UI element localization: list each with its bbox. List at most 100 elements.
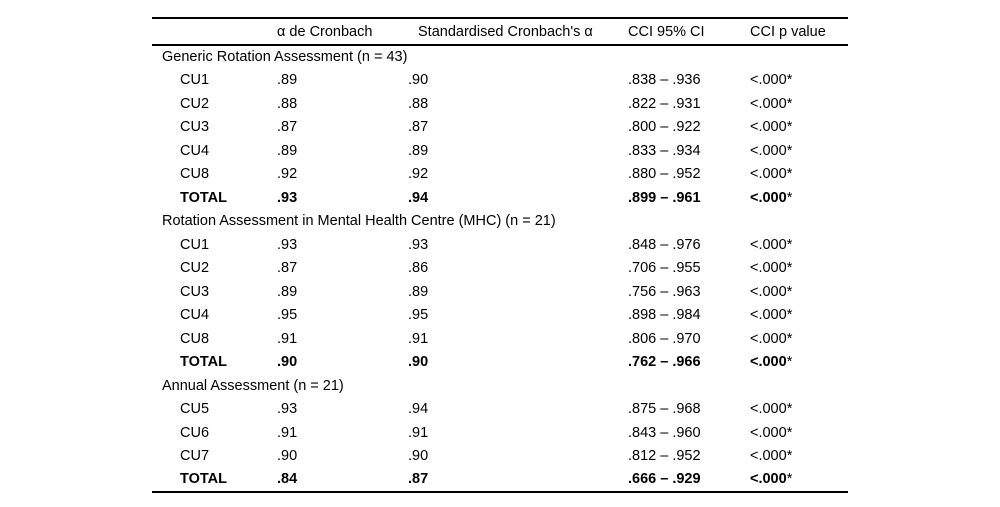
- significance-asterisk: *: [786, 471, 793, 488]
- alpha-value: .88: [277, 95, 298, 112]
- p-value: <.000*: [750, 445, 848, 469]
- alpha-value: .87: [277, 119, 298, 136]
- alpha-value: .93: [277, 236, 298, 253]
- row-label: CU2: [180, 260, 210, 277]
- item-row: CU8 .92 .92 .880 – .952 <.000*: [152, 163, 848, 187]
- section-header-row: Generic Rotation Assessment (n = 43): [152, 45, 848, 69]
- row-label: CU2: [180, 95, 210, 112]
- section-title: Rotation Assessment in Mental Health Cen…: [162, 213, 556, 230]
- p-value-number: <.000: [750, 142, 787, 159]
- ci-value: .899 – .961: [628, 189, 701, 206]
- p-value-number: <.000: [750, 330, 787, 347]
- alpha-value: .89: [277, 72, 298, 89]
- std-alpha-value: .88: [408, 95, 429, 112]
- significance-asterisk: *: [786, 330, 793, 347]
- item-row: CU1 .93 .93 .848 – .976 <.000*: [152, 233, 848, 257]
- ci-value: .706 – .955: [628, 260, 701, 277]
- p-value: <.000*: [750, 257, 848, 281]
- p-value: <.000*: [750, 280, 848, 304]
- p-value-number: <.000: [750, 354, 787, 371]
- p-value: <.000*: [750, 421, 848, 445]
- item-row: CU4 .89 .89 .833 – .934 <.000*: [152, 139, 848, 163]
- row-label: CU1: [180, 236, 210, 253]
- ci-value: .838 – .936: [628, 72, 701, 89]
- table-body: Generic Rotation Assessment (n = 43) CU1.…: [152, 45, 848, 492]
- p-value-number: <.000: [750, 260, 787, 277]
- alpha-value: .93: [277, 189, 298, 206]
- ci-value: .848 – .976: [628, 236, 701, 253]
- reliability-table: α de Cronbach Standardised Cronbach's α CC…: [152, 17, 848, 493]
- p-value-number: <.000: [750, 307, 787, 324]
- item-row: CU6 .91 .91 .843 – .960 <.000*: [152, 421, 848, 445]
- ci-value: .898 – .984: [628, 307, 701, 324]
- significance-asterisk: *: [786, 448, 793, 465]
- p-value: <.000*: [750, 233, 848, 257]
- item-row: CU2 .88 .88 .822 – .931 <.000*: [152, 92, 848, 116]
- ci-value: .762 – .966: [628, 354, 701, 371]
- row-label: CU5: [180, 401, 210, 418]
- ci-value: .833 – .934: [628, 142, 701, 159]
- ci-value: .843 – .960: [628, 424, 701, 441]
- item-row: CU4 .95 .95 .898 – .984 <.000*: [152, 304, 848, 328]
- std-alpha-value: .95: [408, 307, 429, 324]
- p-value: <.000*: [750, 327, 848, 351]
- p-value: <.000*: [750, 92, 848, 116]
- alpha-value: .87: [277, 260, 298, 277]
- item-row: CU5 .93 .94 .875 – .968 <.000*: [152, 398, 848, 422]
- alpha-value: .95: [277, 307, 298, 324]
- column-header-2: Standardised Cronbach's α: [418, 23, 593, 40]
- significance-asterisk: *: [786, 260, 793, 277]
- item-row: CU3 .87 .87 .800 – .922 <.000*: [152, 116, 848, 140]
- column-header-0: [152, 18, 277, 45]
- ci-value: .806 – .970: [628, 330, 701, 347]
- item-row: CU2 .87 .86 .706 – .955 <.000*: [152, 257, 848, 281]
- item-row: CU7 .90 .90 .812 – .952 <.000*: [152, 445, 848, 469]
- total-row: TOTAL .90 .90 .762 – .966 <.000*: [152, 351, 848, 375]
- row-label: TOTAL: [180, 471, 227, 488]
- row-label: CU4: [180, 142, 210, 159]
- section-title: Annual Assessment (n = 21): [162, 377, 344, 394]
- p-value: <.000*: [750, 468, 848, 492]
- section-header-row: Annual Assessment (n = 21): [152, 374, 848, 398]
- ci-value: .800 – .922: [628, 119, 701, 136]
- significance-asterisk: *: [786, 354, 793, 371]
- alpha-value: .89: [277, 283, 298, 300]
- significance-asterisk: *: [786, 119, 793, 136]
- column-header-3: CCI 95% CI: [628, 23, 705, 40]
- row-label: CU1: [180, 72, 210, 89]
- std-alpha-value: .93: [408, 236, 429, 253]
- alpha-value: .93: [277, 401, 298, 418]
- std-alpha-value: .94: [408, 401, 429, 418]
- std-alpha-value: .91: [408, 330, 429, 347]
- row-label: CU3: [180, 283, 210, 300]
- p-value-number: <.000: [750, 471, 787, 488]
- column-header-1: α de Cronbach: [277, 23, 373, 40]
- ci-value: .875 – .968: [628, 401, 701, 418]
- item-row: CU1 .89 .90 .838 – .936 <.000*: [152, 69, 848, 93]
- alpha-value: .92: [277, 166, 298, 183]
- significance-asterisk: *: [786, 401, 793, 418]
- alpha-value: .89: [277, 142, 298, 159]
- row-label: TOTAL: [180, 354, 227, 371]
- significance-asterisk: *: [786, 72, 793, 89]
- std-alpha-value: .91: [408, 424, 429, 441]
- alpha-value: .84: [277, 471, 298, 488]
- section-title: Generic Rotation Assessment (n = 43): [162, 49, 408, 66]
- ci-value: .756 – .963: [628, 283, 701, 300]
- p-value-number: <.000: [750, 448, 787, 465]
- p-value: <.000*: [750, 139, 848, 163]
- alpha-value: .91: [277, 424, 298, 441]
- significance-asterisk: *: [786, 283, 793, 300]
- p-value-number: <.000: [750, 189, 787, 206]
- p-value-number: <.000: [750, 72, 787, 89]
- std-alpha-value: .90: [408, 448, 429, 465]
- p-value-number: <.000: [750, 95, 787, 112]
- row-label: TOTAL: [180, 189, 227, 206]
- item-row: CU3 .89 .89 .756 – .963 <.000*: [152, 280, 848, 304]
- item-row: CU8 .91 .91 .806 – .970 <.000*: [152, 327, 848, 351]
- p-value: <.000*: [750, 304, 848, 328]
- total-row: TOTAL .84 .87 .666 – .929 <.000*: [152, 468, 848, 492]
- row-label: CU3: [180, 119, 210, 136]
- p-value: <.000*: [750, 351, 848, 375]
